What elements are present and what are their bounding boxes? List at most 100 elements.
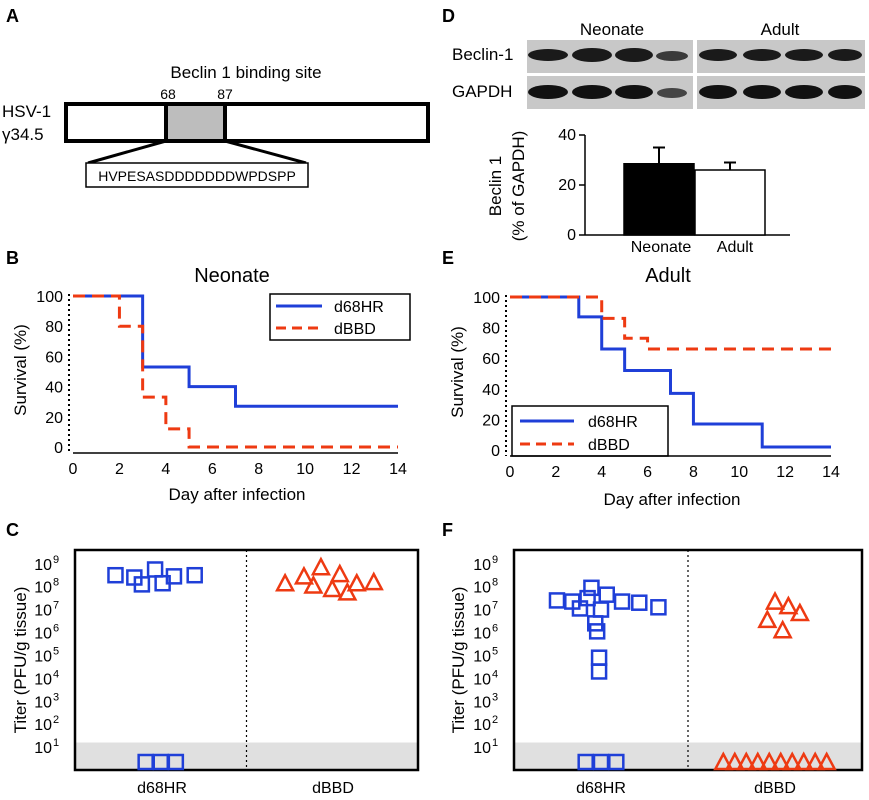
blot-band	[572, 48, 612, 62]
sequence-box	[85, 162, 309, 188]
e-legend-d68hr: d68HR	[588, 414, 638, 431]
f-point-dbbd	[770, 751, 791, 771]
panel-a: A Beclin 1 binding site 68 87 HSV-1 γ34.…	[2, 6, 430, 188]
c-point-dbbd	[322, 578, 343, 598]
f-ytick: 10	[473, 717, 491, 734]
f-point-d68hr	[613, 593, 631, 610]
f-point-dbbd	[764, 590, 786, 610]
f-ytick-exponent: 4	[492, 668, 498, 680]
c-ytick-exponent: 8	[53, 577, 59, 589]
f-ylabel: Titer (PFU/g tissue)	[449, 587, 468, 734]
binding-site-region	[164, 102, 227, 143]
c-point-d68hr	[154, 574, 171, 592]
blot-adult-label: Adult	[761, 20, 800, 39]
b-ytick: 100	[36, 289, 63, 306]
b-ytick: 20	[45, 410, 63, 427]
c-point-dbbd	[293, 565, 315, 585]
f-point-d68hr	[590, 663, 608, 680]
c-ytick-exponent: 9	[53, 554, 59, 566]
e-ytick: 0	[491, 443, 500, 460]
c-ytick: 10	[34, 694, 52, 711]
f-point-d68hr	[590, 649, 608, 666]
f-point-dbbd	[789, 602, 810, 622]
f-ytick: 10	[473, 740, 491, 757]
c-point-d68hr	[107, 566, 124, 584]
e-ytick: 80	[482, 321, 500, 338]
f-point-d68hr	[592, 601, 610, 618]
c-point-dbbd	[346, 572, 367, 592]
c-point-d68hr	[167, 753, 185, 771]
c-ytick-exponent: 5	[53, 645, 59, 657]
f-ytick-exponent: 6	[492, 623, 498, 635]
b-ytick: 80	[45, 319, 63, 336]
b-ytick: 40	[45, 380, 63, 397]
c-ytick-exponent: 1	[53, 737, 59, 749]
f-point-d68hr	[631, 594, 648, 611]
f-point-dbbd	[736, 751, 757, 771]
e-xtick: 14	[822, 464, 840, 481]
f-ytick-exponent: 7	[492, 600, 498, 612]
e-legend-box	[511, 405, 669, 457]
panel-d-label: D	[442, 6, 455, 26]
e-xtick: 10	[730, 464, 748, 481]
panel-b-label: B	[6, 248, 19, 268]
e-series-d68hr	[510, 295, 831, 449]
c-xtick-dbbd: dBBD	[312, 780, 354, 797]
blot-band	[743, 85, 781, 99]
blot-band	[656, 51, 688, 61]
e-legend-dbbd: dBBD	[588, 437, 630, 454]
b-ytick: 0	[54, 440, 63, 457]
c-point-dbbd	[337, 581, 358, 601]
f-ytick-exponent: 8	[492, 577, 498, 589]
b-legend-dbbd: dBBD	[334, 321, 376, 338]
d-ytick: 40	[558, 127, 576, 144]
blot-band	[743, 49, 781, 61]
blot-row-gapdh: GAPDH	[452, 82, 512, 101]
c-ytick: 10	[34, 648, 52, 665]
d-ylabel-line2: (% of GAPDH)	[509, 131, 528, 242]
e-title: Adult	[645, 265, 691, 287]
b-xtick: 10	[296, 461, 314, 478]
binding-start-label: 68	[160, 86, 176, 102]
panel-d-bar-chart: 0 20 40 Beclin 1 (% of GAPDH) Neonate Ad…	[486, 127, 790, 256]
blot-band	[615, 85, 653, 99]
f-ytick: 10	[473, 626, 491, 643]
f-point-dbbd	[782, 751, 803, 771]
f-ytick: 10	[473, 648, 491, 665]
f-ytick: 10	[473, 557, 491, 574]
b-xtick: 14	[389, 461, 407, 478]
b-ytick: 60	[45, 349, 63, 366]
panel-e-label: E	[442, 248, 454, 268]
b-title: Neonate	[194, 265, 270, 287]
sequence-text: HVPESASDDDDDDDWPDSPP	[98, 168, 296, 184]
e-xlabel: Day after infection	[603, 490, 740, 509]
c-point-d68hr	[186, 566, 203, 584]
blot-neonate-label: Neonate	[580, 20, 644, 39]
d-ytick: 0	[567, 227, 576, 244]
c-ytick: 10	[34, 671, 52, 688]
panel-c-label: C	[6, 520, 19, 540]
b-legend-box	[269, 293, 411, 341]
b-series-dbbd	[73, 294, 398, 449]
d-ylabel-line1: Beclin 1	[486, 156, 505, 216]
binding-site-title: Beclin 1 binding site	[170, 63, 321, 82]
f-point-dbbd	[747, 751, 768, 771]
c-point-d68hr	[133, 576, 151, 593]
d-bar-adult	[694, 169, 766, 236]
c-point-d68hr	[146, 561, 164, 578]
f-point-dbbd	[772, 619, 793, 639]
f-point-d68hr	[598, 586, 615, 603]
c-point-dbbd	[363, 571, 384, 591]
b-xtick: 0	[69, 461, 78, 478]
c-ytick: 10	[34, 580, 52, 597]
panel-b-survival-chart: B Neonate Day after infection Survival (…	[6, 248, 411, 504]
blot-band	[828, 49, 862, 61]
b-xtick: 6	[208, 461, 217, 478]
b-xlabel: Day after infection	[168, 485, 305, 504]
blot-band	[785, 85, 823, 99]
f-point-dbbd	[757, 609, 778, 629]
c-ytick-exponent: 7	[53, 600, 59, 612]
blot-band	[572, 85, 612, 99]
b-series-d68hr	[73, 294, 398, 408]
